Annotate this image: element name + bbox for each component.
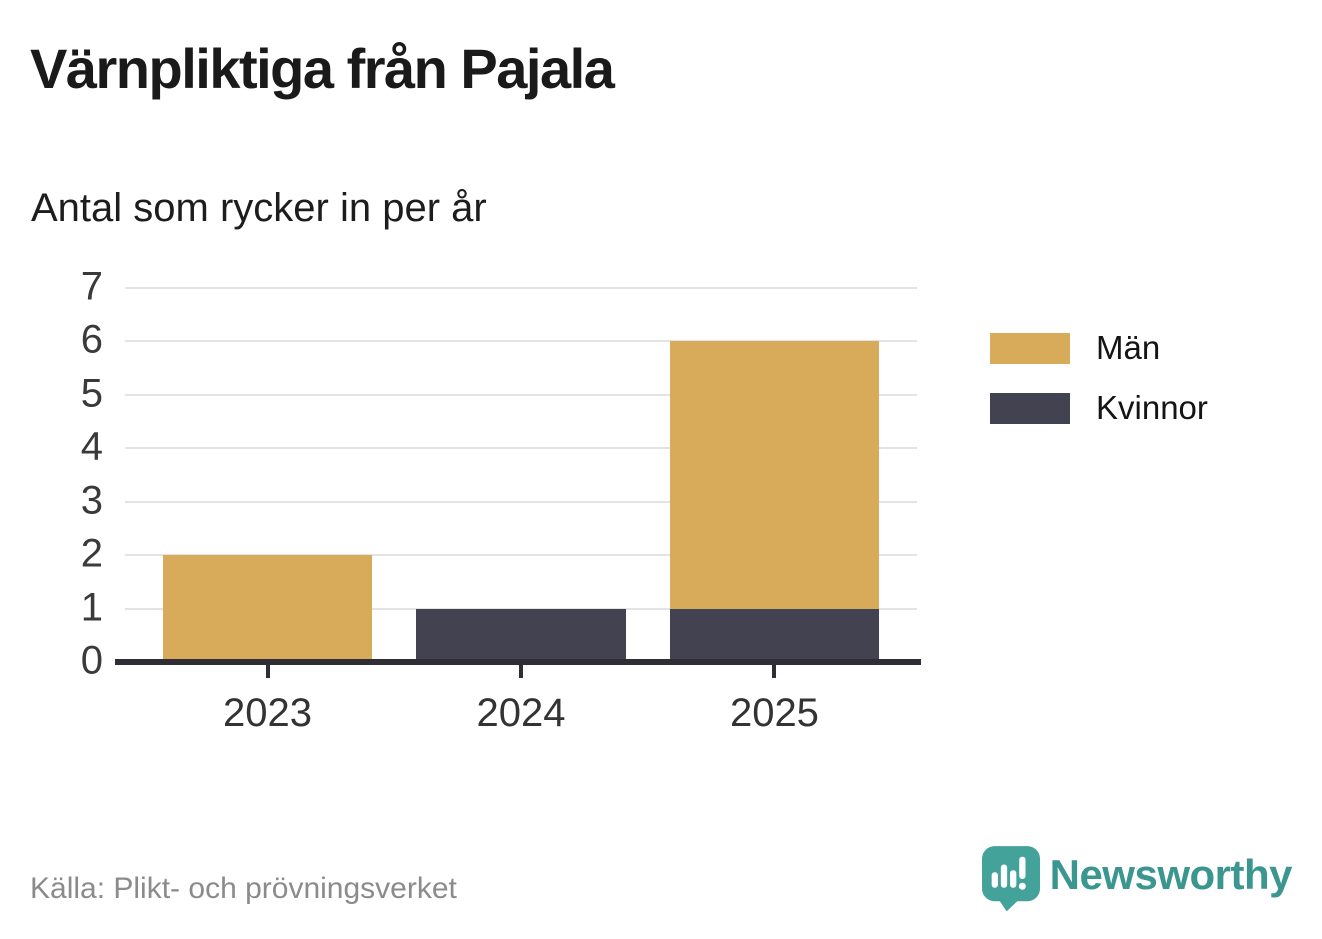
x-tick-label-2025: 2025: [729, 691, 819, 735]
x-tick-label-2023: 2023: [223, 691, 313, 735]
y-tick-label-1: 1: [80, 585, 103, 630]
x-tick-2023: [265, 665, 270, 678]
x-tick-2024: [519, 665, 523, 678]
y-tick-label-4: 4: [80, 424, 103, 469]
x-tick-label-2024: 2024: [476, 691, 566, 735]
gridline-1: [125, 607, 917, 610]
gridline-5: [125, 393, 917, 396]
gridline-4: [125, 447, 917, 450]
legend-swatch-Män: [990, 332, 1070, 364]
gridline-6: [125, 340, 917, 343]
bar-2023-Män: [162, 555, 373, 662]
legend-label-Män: Män: [1096, 329, 1161, 366]
gridline-3: [125, 500, 917, 503]
y-tick-label-5: 5: [80, 371, 103, 416]
y-tick-label-6: 6: [80, 318, 103, 363]
legend-item-Män: Män: [990, 329, 1208, 367]
gridline-2: [125, 554, 917, 557]
chart-subtitle: Antal som rycker in per år: [31, 186, 487, 230]
gridline-7: [125, 287, 917, 289]
brand-logo: Newsworthy: [981, 845, 1293, 913]
y-tick-label-2: 2: [80, 531, 103, 576]
legend-swatch-Kvinnor: [990, 392, 1070, 424]
bar-2024-Kvinnor: [416, 608, 626, 662]
legend-item-Kvinnor: Kvinnor: [990, 389, 1208, 427]
bar-2025-Män: [669, 341, 880, 609]
y-tick-label-3: 3: [80, 478, 103, 523]
legend-label-Kvinnor: Kvinnor: [1096, 389, 1208, 426]
brand-name: Newsworthy: [1049, 851, 1293, 898]
legend: Män Kvinnor: [990, 329, 1208, 449]
x-tick-2025: [772, 665, 777, 678]
x-axis-line: [115, 659, 921, 665]
y-tick-label-7: 7: [80, 264, 103, 309]
source-note: Källa: Plikt- och prövningsverket: [30, 872, 457, 905]
chart-title: Värnpliktiga från Pajala: [30, 37, 615, 100]
bar-2025-Kvinnor: [669, 608, 880, 662]
plot-area: [125, 287, 917, 662]
newsworthy-logo-icon: [981, 846, 1040, 912]
y-tick-label-0: 0: [80, 638, 103, 683]
